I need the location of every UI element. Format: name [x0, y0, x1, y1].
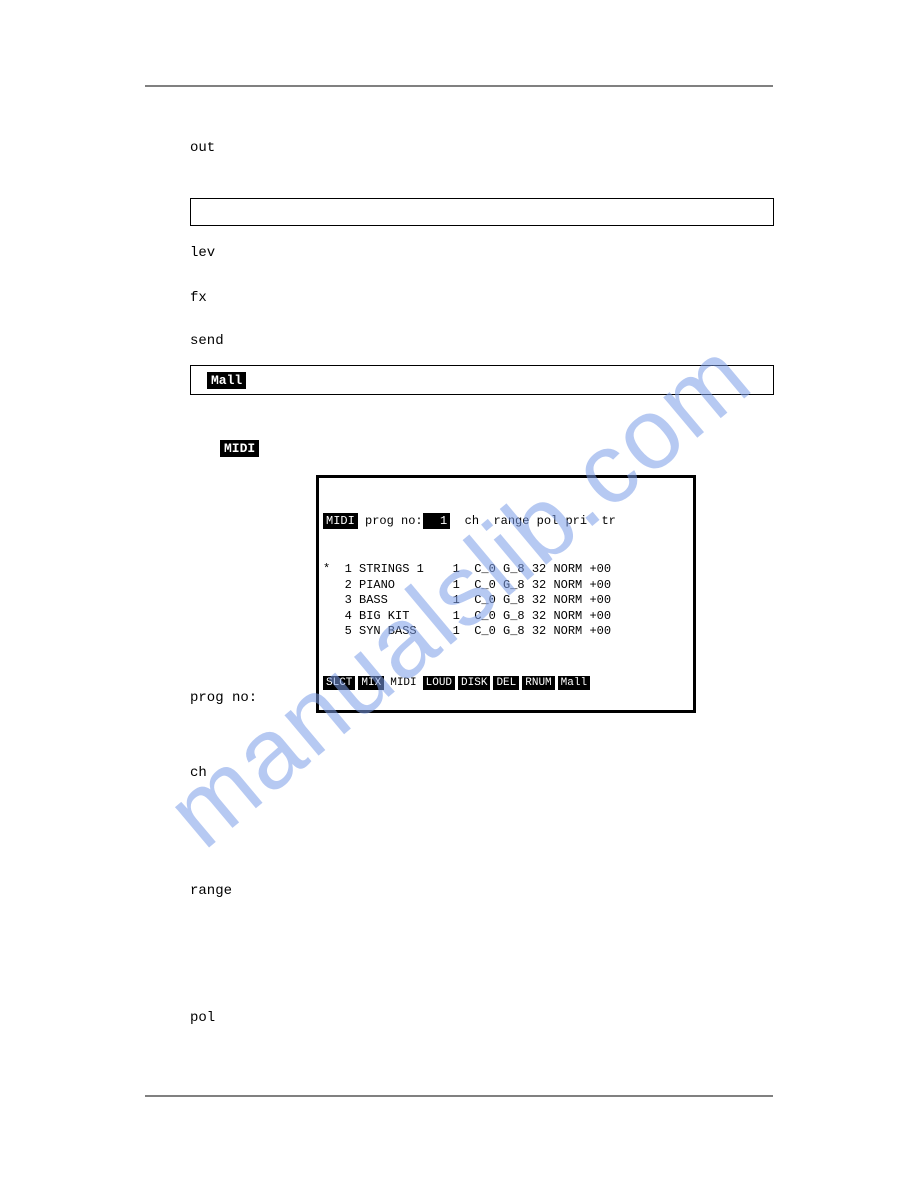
label-prog-no: prog no:: [190, 690, 257, 706]
mall-box: Mall: [190, 365, 774, 395]
top-rule: [145, 85, 773, 87]
label-ch: ch: [190, 765, 207, 781]
midi-screen: MIDI prog no: 1 ch range pol pri tr * 1 …: [316, 475, 696, 713]
midi-softkey[interactable]: Mall: [558, 676, 590, 690]
midi-softkey[interactable]: MIDI: [387, 676, 419, 690]
midi-row: * 1 STRINGS 1 1 C_0 G_8 32 NORM +00: [323, 562, 689, 578]
bottom-rule: [145, 1095, 773, 1097]
empty-box-1: [190, 198, 774, 226]
midi-footer: SLCTMIXMIDI LOUDDISKDELRNUM Mall: [323, 674, 689, 691]
midi-row: 4 BIG KIT 1 C_0 G_8 32 NORM +00: [323, 609, 689, 625]
midi-softkey[interactable]: DEL: [493, 676, 519, 690]
label-lev: lev: [190, 245, 215, 261]
midi-row: 5 SYN BASS 1 C_0 G_8 32 NORM +00: [323, 624, 689, 640]
midi-softkey[interactable]: LOUD: [423, 676, 455, 690]
midi-header-row: MIDI prog no: 1 ch range pol pri tr: [323, 513, 689, 529]
midi-header-badge: MIDI: [323, 513, 358, 529]
midi-softkey[interactable]: DISK: [458, 676, 490, 690]
midi-softkey[interactable]: SLCT: [323, 676, 355, 690]
midi-heading: MIDI: [220, 440, 259, 457]
label-pol: pol: [190, 1010, 215, 1026]
midi-prog-no-value: 1: [423, 513, 451, 529]
midi-prog-no-label: prog no:: [365, 514, 423, 528]
page-content: [145, 85, 773, 87]
midi-columns: ch range pol pri tr: [465, 514, 616, 528]
midi-row: 2 PIANO 1 C_0 G_8 32 NORM +00: [323, 578, 689, 594]
label-out: out: [190, 140, 215, 156]
midi-row: 3 BASS 1 C_0 G_8 32 NORM +00: [323, 593, 689, 609]
label-range: range: [190, 883, 232, 899]
midi-softkey[interactable]: MIX: [358, 676, 384, 690]
label-send: send: [190, 333, 224, 349]
midi-rows: * 1 STRINGS 1 1 C_0 G_8 32 NORM +00 2 PI…: [323, 562, 689, 640]
midi-softkey[interactable]: RNUM: [522, 676, 554, 690]
mall-badge: Mall: [207, 372, 246, 389]
label-fx: fx: [190, 290, 207, 306]
